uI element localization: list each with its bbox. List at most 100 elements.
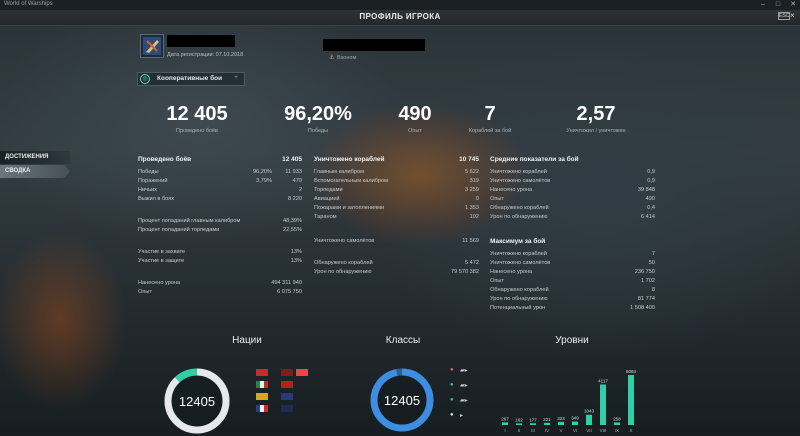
battles-row-torp-accuracy: Процент попаданий торпедами 22,55% [138,227,302,233]
tier-bar-VIII[interactable] [600,384,606,425]
battle-type-expand-icon[interactable]: + [234,74,239,81]
big-stat-ships-per-battle: 7 [484,103,496,125]
maximum-row-potential: Потенциальный урон 1 508 400 [490,305,655,311]
tier-bar-X[interactable] [628,375,634,425]
battle-type-label: Кооперативные бои [157,75,223,82]
average-row-spotted: Обнаружено кораблей 0,4 [490,205,655,211]
maximum-row-exp: Опыт 1 702 [490,278,655,284]
average-row-spot-damage: Урон по обнаружению 6 414 [490,214,655,220]
maximum-row-damage: Нанесено урона 236 750 [490,269,655,275]
redacted-clan [323,39,425,51]
nations-chart-title: Нации [232,335,262,346]
tier-tick-II: II [518,428,521,433]
tier-tick-III: III [531,428,535,433]
spotting-row-ships: Обнаружено кораблей 5 472 [314,260,479,266]
tier-bar-II[interactable] [516,423,522,425]
destroyed-row-fires: Пожарами и затоплениями 1 353 [314,205,479,211]
maximize-icon[interactable]: □ [775,1,781,8]
registration-date: Дата регистрации: 07.10.2018 [167,52,244,58]
tier-bar-V[interactable] [558,421,564,425]
battles-row-losses: Поражений 3,79% 470 [138,178,302,184]
destroyed-row-ram: Тараном 192 [314,214,479,220]
battles-row-capture: Участие в захвате 13% [138,249,302,255]
average-row-planes: Уничтожено самолётов 0,9 [490,178,655,184]
big-stat-exp-label: Опыт [408,128,422,134]
destroyed-section-title: Уничтожено кораблей [314,156,385,163]
class-cruiser-dot-icon[interactable]: ● [450,382,454,388]
flag-japan-icon[interactable] [256,369,268,376]
destroyed-row-secondary: Вспомогательным калибром 319 [314,178,479,184]
redacted-name [167,35,235,47]
battles-row-main-accuracy: Процент попаданий главным калибром 48,39% [138,218,302,224]
flag-germany-icon[interactable] [296,369,308,376]
class-aircraft-carrier-icon[interactable]: ● [450,367,454,373]
maximum-section-title: Максимум за бой [490,238,546,245]
battle-type-selector[interactable] [137,72,245,86]
destroyed-row-main: Главным калибром 5 622 [314,169,479,175]
flag-europe-icon[interactable] [281,405,293,412]
class-destroyer-icon[interactable]: ▰▸ [460,398,468,404]
tier-bar-IX[interactable] [614,422,620,425]
tier-tick-X: X [629,428,632,433]
flag-france-icon[interactable] [256,405,268,412]
class-submarine-icon[interactable]: ▸ [460,413,464,419]
class-submarine-dot-icon[interactable]: ● [450,412,454,418]
nations-donut-center-label: 12405 [179,394,215,409]
nations-donut-chart: 12405 [164,368,230,434]
tab-achievements[interactable]: ДОСТИЖЕНИЯ [0,151,70,164]
tiers-chart-title: Уровни [555,335,589,346]
classes-donut-chart: 12405 [370,368,434,432]
tier-tick-VI: VI [573,428,577,433]
flag-italy-icon[interactable] [256,381,268,388]
tab-summary[interactable]: СВОДКА [0,165,70,178]
maximum-row-spot-damage: Урон по обнаружению 81 774 [490,296,655,302]
maximum-row-spotted: Обнаружено кораблей 8 [490,287,655,293]
close-button[interactable]: × [790,11,795,20]
tier-bar-value-I: 267 [501,416,509,421]
minimize-icon[interactable]: – [761,1,765,8]
tier-bar-III[interactable] [530,423,536,425]
maximum-row-ships: Уничтожено кораблей 7 [490,251,655,257]
clan-status: Вхоном [337,55,357,61]
spotting-row-damage: Урон по обнаружению 79 570 382 [314,269,479,275]
class-cruiser-icon[interactable]: ▰▸ [460,383,468,389]
battles-row-total-exp: Опыт 6 075 750 [138,289,302,295]
destroyed-row-planes: Уничтожено самолётов 11 569 [314,238,479,244]
battles-row-defense: Участие в защите 13% [138,258,302,264]
classes-donut-center-label: 12405 [384,393,420,408]
big-stat-winrate-label: Победы [307,128,329,134]
maximum-row-planes: Уничтожено самолётов 50 [490,260,655,266]
big-stat-ships-per-battle-label: Кораблей за бой [468,128,512,134]
class-battleship-icon[interactable]: ▰▸ [460,368,468,374]
flag-uk-icon[interactable] [281,393,293,400]
flag-ussr-icon[interactable] [281,381,293,388]
tier-bar-VII[interactable] [586,414,592,425]
tier-bar-value-IX: 258 [613,416,621,421]
avatar[interactable] [140,34,164,58]
battles-section-title: Проведено боёв [138,156,192,163]
coop-mode-icon: ◎ [140,74,150,84]
tier-tick-I: I [504,428,505,433]
tier-bar-I[interactable] [502,422,508,425]
tier-bar-value-VI: 349 [571,416,579,421]
flag-panasia-icon[interactable] [256,393,268,400]
destroyed-row-torpedoes: Торпедами 3 259 [314,187,479,193]
average-row-damage: Нанесено урона 39 848 [490,187,655,193]
tier-bar-value-II: 162 [515,417,523,422]
tier-tick-V: V [559,428,562,433]
tier-bar-IV[interactable] [544,422,550,425]
battles-row-wins: Победы 96,20% 11 933 [138,169,302,175]
tier-bar-VI[interactable] [572,421,578,425]
class-destroyer-dot-icon[interactable]: ● [450,397,454,403]
big-stat-kd: 2,57 [576,103,616,125]
flag-usa-icon[interactable] [281,369,293,376]
destroyed-row-aviation: Авиацией 0 [314,196,479,202]
window-title: World of Warships [4,1,53,7]
tier-tick-VII: VII [586,428,592,433]
page-title: ПРОФИЛЬ ИГРОКА [359,12,441,21]
tier-bar-value-V: 323 [557,416,565,421]
window-close-icon[interactable]: ✕ [790,1,796,8]
esc-key-hint[interactable]: ESC [778,12,790,20]
big-stat-exp: 490 [398,103,432,125]
